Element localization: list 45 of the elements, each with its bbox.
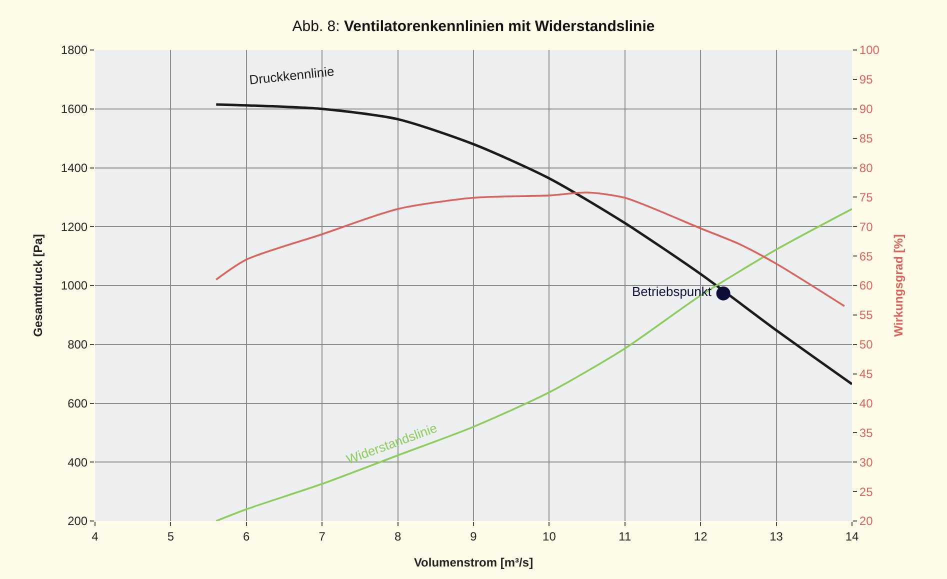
y2-tick-label: 20 [859,514,874,528]
y2-tick-label: 90 [859,102,874,116]
y-tick-label: 1000 [60,278,88,293]
x-tick-label: 12 [694,529,708,544]
y2-tick-label: 40 [859,396,874,410]
y-tick-label: 1200 [60,220,88,234]
x-tick-label: 5 [167,529,174,544]
y-tick-label: 200 [68,514,88,528]
y-tick-label: 1600 [60,102,88,116]
y2-tick-label: 35 [859,426,874,440]
y2-tick-label: 45 [859,367,874,382]
y2-tick-label: 25 [859,484,874,499]
y2-tick-label: 95 [859,72,874,87]
y2-tick-label: 65 [859,249,874,264]
y2-tick-label: 80 [859,160,874,175]
y2-tick-label: 60 [859,278,874,293]
x-tick-label: 10 [542,529,556,544]
x-tick-label: 13 [770,529,784,544]
x-tick-label: 9 [470,529,478,544]
x-tick-label: 4 [92,529,99,544]
y-axis-title: Gesamtdruck [Pa] [31,234,46,337]
y2-tick-label: 50 [859,338,874,352]
y-tick-label: 800 [68,338,88,352]
chart-title: Abb. 8: Ventilatorenkennlinien mit Widerstandslinie [292,18,655,35]
y-tick-label: 400 [68,455,88,470]
line-series [214,103,852,386]
y2-axis-title: Wirkungsgrad [%] [892,234,906,337]
x-axis-title: Volumenstrom [m³/s] [414,555,534,570]
x-tick-label: 6 [243,529,250,544]
y2-tick-label: 55 [859,308,874,322]
x-tick-label: 11 [618,529,632,544]
y-tick-label: 1800 [60,43,88,58]
y2-tick-label: 70 [859,220,874,234]
y2-tick-label: 85 [859,132,874,146]
line-series [215,192,846,308]
y2-tick-label: 30 [859,455,874,470]
text: Druckkennlinie [248,64,335,88]
y-tick-label: 1400 [60,160,88,175]
x-tick-label: 8 [394,529,402,544]
x-tick-label: 14 [845,529,859,544]
x-tick-label: 7 [318,529,326,544]
y2-tick-label: 100 [859,43,880,58]
y2-tick-label: 75 [859,190,874,204]
y-tick-label: 600 [68,396,88,410]
line-series [215,208,852,521]
